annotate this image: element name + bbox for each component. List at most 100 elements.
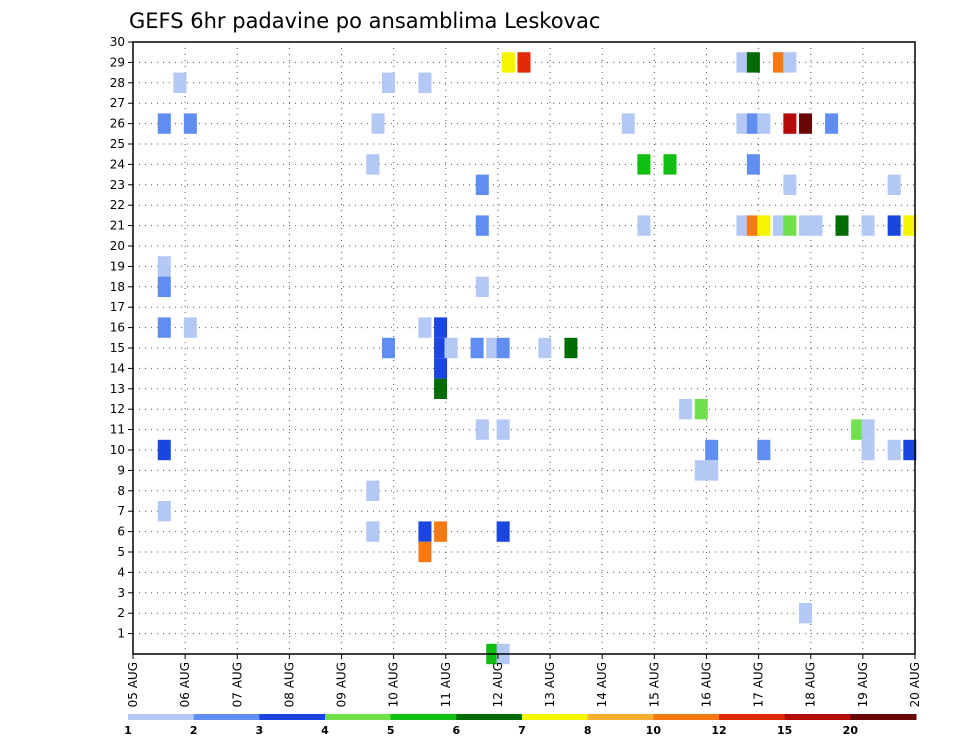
x-tick-label: 18 AUG (804, 662, 818, 707)
colorbar-swatch (390, 714, 457, 720)
chart-grid (133, 42, 915, 654)
heatmap-cell (366, 480, 380, 501)
y-tick-label: 16 (110, 321, 125, 335)
y-tick-label: 11 (110, 423, 125, 437)
y-tick-label: 1 (117, 627, 125, 641)
x-tick-label: 10 AUG (387, 662, 401, 707)
heatmap-cell (418, 317, 432, 338)
y-tick-label: 10 (110, 443, 125, 457)
heatmap-cell (835, 215, 849, 236)
colorbar-label: 7 (518, 724, 526, 737)
heatmap-cell (157, 113, 171, 134)
heatmap-cell (173, 72, 187, 93)
colorbar-label: 6 (453, 724, 461, 737)
heatmap-cell (825, 113, 839, 134)
heatmap-cell (501, 52, 515, 73)
heatmap-cell (496, 337, 510, 359)
y-tick-label: 24 (110, 157, 125, 171)
colorbar-label: 15 (777, 724, 792, 737)
x-tick-label: 05 AUG (126, 662, 140, 707)
colorbar-swatch (587, 714, 654, 720)
x-tick-label: 12 AUG (491, 662, 505, 707)
y-tick-label: 28 (110, 76, 125, 90)
heatmap-cell (736, 52, 750, 73)
colorbar-label: 12 (711, 724, 726, 737)
heatmap-cell (418, 541, 432, 563)
y-tick-label: 15 (110, 341, 125, 355)
heatmap-cell (564, 337, 578, 359)
y-tick-label: 18 (110, 280, 125, 294)
y-tick-label: 29 (110, 55, 125, 69)
heatmap-cell (783, 113, 797, 134)
heatmap-cell (496, 521, 510, 542)
colorbar-label: 10 (646, 724, 662, 737)
y-tick-label: 7 (117, 504, 125, 518)
y-tick-label: 17 (110, 300, 125, 314)
heatmap-cell (903, 215, 917, 236)
x-tick-label: 14 AUG (595, 662, 609, 707)
heatmap-cell (366, 154, 380, 175)
heatmap-cell (371, 113, 385, 134)
y-tick-label: 12 (110, 402, 125, 416)
colorbar-label: 5 (387, 724, 395, 737)
x-axis-ticks: 05 AUG 06 AUG 07 AUG 08 AUG 09 AUG 10 AUG 11 A… (126, 654, 922, 707)
heatmap-cell (538, 337, 552, 359)
heatmap-cell (851, 419, 865, 440)
y-tick-label: 27 (110, 96, 125, 110)
y-tick-label: 8 (117, 484, 125, 498)
heatmap-cell (434, 521, 448, 542)
y-tick-label: 5 (117, 545, 125, 559)
heatmap-cell (746, 113, 760, 134)
heatmap-cell (887, 215, 901, 236)
y-tick-label: 22 (110, 198, 125, 212)
heatmap-cell (434, 358, 448, 379)
heatmap-cell (381, 72, 395, 93)
heatmap-cell (736, 215, 750, 236)
heatmap-cell (475, 276, 489, 297)
heatmap-cell (475, 419, 489, 440)
heatmap-cell (757, 113, 771, 134)
colorbar-label: 20 (843, 724, 859, 737)
heatmap-cell (517, 52, 531, 73)
heatmap-cell (157, 317, 171, 338)
heatmap-cell (783, 52, 797, 73)
y-tick-label: 14 (110, 361, 125, 375)
heatmap-cell (157, 276, 171, 297)
x-tick-label: 07 AUG (230, 662, 244, 707)
y-tick-label: 26 (110, 117, 125, 131)
x-tick-label: 08 AUG (282, 662, 296, 707)
colorbar-label: 1 (124, 724, 132, 737)
heatmap-cell (475, 215, 489, 236)
heatmap-cell (157, 501, 171, 522)
heatmap-cell (366, 521, 380, 542)
colorbar-swatch (259, 714, 326, 720)
heatmap-cell (486, 337, 500, 359)
colorbar-swatch (719, 714, 786, 720)
heatmap-cell (799, 215, 813, 236)
x-tick-label: 19 AUG (856, 662, 870, 707)
x-tick-label: 20 AUG (908, 662, 922, 707)
heatmap-cell (861, 439, 875, 461)
heatmap-cell (799, 603, 813, 624)
heatmap-cell (621, 113, 635, 134)
heatmap-cell (746, 52, 760, 73)
heatmap-cell (799, 113, 813, 134)
colorbar-swatch (522, 714, 589, 720)
y-tick-label: 3 (117, 586, 125, 600)
x-tick-label: 16 AUG (699, 662, 713, 707)
colorbar-label: 3 (256, 724, 264, 737)
heatmap-cell (757, 215, 771, 236)
x-tick-label: 11 AUG (439, 662, 453, 707)
heatmap-cell (434, 378, 448, 399)
y-tick-label: 21 (110, 219, 125, 233)
colorbar-swatch (653, 714, 720, 720)
heatmap-cell (694, 399, 708, 420)
colorbar-swatch (850, 714, 917, 720)
heatmap-cell (475, 174, 489, 195)
heatmap-cell (903, 439, 917, 461)
heatmap-cell (496, 419, 510, 440)
y-tick-label: 20 (110, 239, 125, 253)
heatmap-cell (887, 174, 901, 195)
heatmap-cell (470, 337, 484, 359)
